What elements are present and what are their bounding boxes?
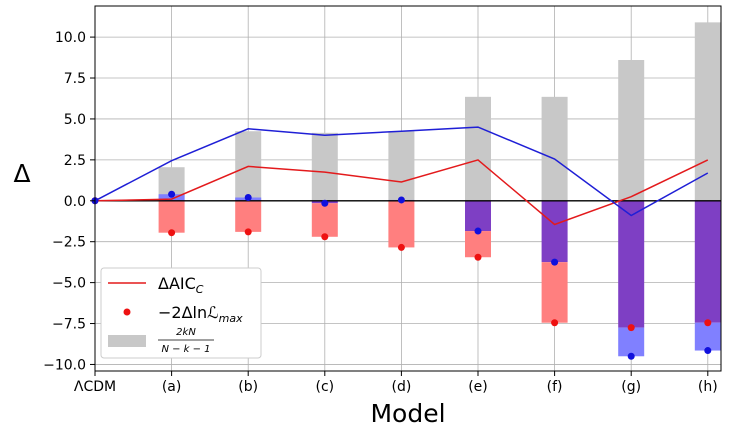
y-tick-label: 0.0 <box>64 194 86 210</box>
series-points <box>91 190 712 360</box>
x-tick-label: (b) <box>238 379 258 395</box>
x-tick-label: (d) <box>391 379 411 395</box>
penalty-bar <box>465 96 491 201</box>
x-tick-label: (h) <box>698 379 718 395</box>
overlap-lnl-bar <box>465 200 491 232</box>
lnl-point-red <box>627 324 635 332</box>
red-lnl-bar <box>465 231 491 258</box>
lnl-point-blue <box>321 199 329 207</box>
lnl-point-blue <box>627 352 635 360</box>
overlap-lnl-bar <box>541 200 568 263</box>
x-tick-label: (g) <box>621 379 641 395</box>
red-lnl-bar <box>158 200 185 233</box>
aic-line-red <box>94 159 709 226</box>
lnl-point-blue <box>474 227 482 235</box>
plot-frame <box>94 5 722 372</box>
lnl-point-blue <box>551 258 559 266</box>
x-tick-label: (a) <box>162 379 182 395</box>
y-tick-label: 5.0 <box>64 112 86 128</box>
legend-label-aic: ΔAICC <box>158 274 204 296</box>
legend: ΔAICC −2Δlnℒmax 2kN N − k − 1 <box>100 267 262 359</box>
x-axis-label: Model <box>370 399 445 428</box>
red-lnl-bar <box>311 203 338 237</box>
penalty-bar <box>541 96 568 201</box>
series-lines <box>94 126 709 226</box>
y-tick-label: −5.0 <box>52 276 86 292</box>
legend-label-aic-sub: C <box>196 283 204 296</box>
lnl-point-blue <box>244 194 252 202</box>
y-tick-label: −7.5 <box>52 317 86 333</box>
y-axis-label: Δ <box>13 159 30 188</box>
lnl-point-blue <box>704 347 712 355</box>
overlap-lnl-bar <box>694 200 721 323</box>
blue-lnl-bar <box>694 322 721 351</box>
lnl-point-blue <box>168 190 176 198</box>
penalty-bar <box>618 60 645 201</box>
legend-lnl-sub: max <box>219 312 243 325</box>
legend-label-aic-main: ΔAIC <box>158 274 196 293</box>
x-tick-label: ΛCDM <box>74 379 116 395</box>
aic-line-blue <box>94 126 709 217</box>
penalty-bar <box>311 132 338 201</box>
lnl-point-red <box>244 228 252 236</box>
lnl-point-red <box>321 233 329 241</box>
x-tick-label: (e) <box>468 379 488 395</box>
legend-label-penalty-den: N − k − 1 <box>161 344 210 355</box>
legend-label-lnl: −2Δlnℒmax <box>158 303 243 325</box>
y-tick-label: 10.0 <box>55 30 86 46</box>
legend-marker-lnl-dot <box>123 308 131 316</box>
bars <box>158 22 721 357</box>
legend-lnl-main: −2Δln <box>158 303 207 322</box>
lnl-point-red <box>704 319 712 327</box>
x-tick-label: (f) <box>547 379 563 395</box>
lnl-point-red <box>397 243 405 251</box>
overlap-lnl-bar <box>618 200 645 328</box>
y-tick-label: 7.5 <box>64 71 86 87</box>
axis-ticks: −10.0 −7.5 −5.0 −2.5 0.0 2.5 5.0 7.5 10.0 ΛCDM (a)… <box>43 30 718 395</box>
y-tick-label: −10.0 <box>43 357 86 373</box>
y-tick-label: 2.5 <box>64 153 86 169</box>
legend-label-penalty-num: 2kN <box>176 327 196 338</box>
legend-lnl-L: ℒ <box>207 303 219 322</box>
legend-marker-penalty-patch <box>108 335 146 347</box>
lnl-point-red <box>551 319 559 327</box>
red-lnl-bar <box>541 262 568 323</box>
red-lnl-bar <box>235 200 262 232</box>
y-tick-label: −2.5 <box>52 235 86 251</box>
penalty-bar <box>388 131 415 201</box>
lnl-point-red <box>168 229 176 237</box>
penalty-bar <box>694 22 721 201</box>
lnl-point-blue <box>397 196 405 204</box>
lnl-point-red <box>474 253 482 261</box>
x-tick-label: (c) <box>315 379 334 395</box>
red-lnl-bar <box>388 200 415 248</box>
blue-lnl-bar <box>618 327 645 357</box>
